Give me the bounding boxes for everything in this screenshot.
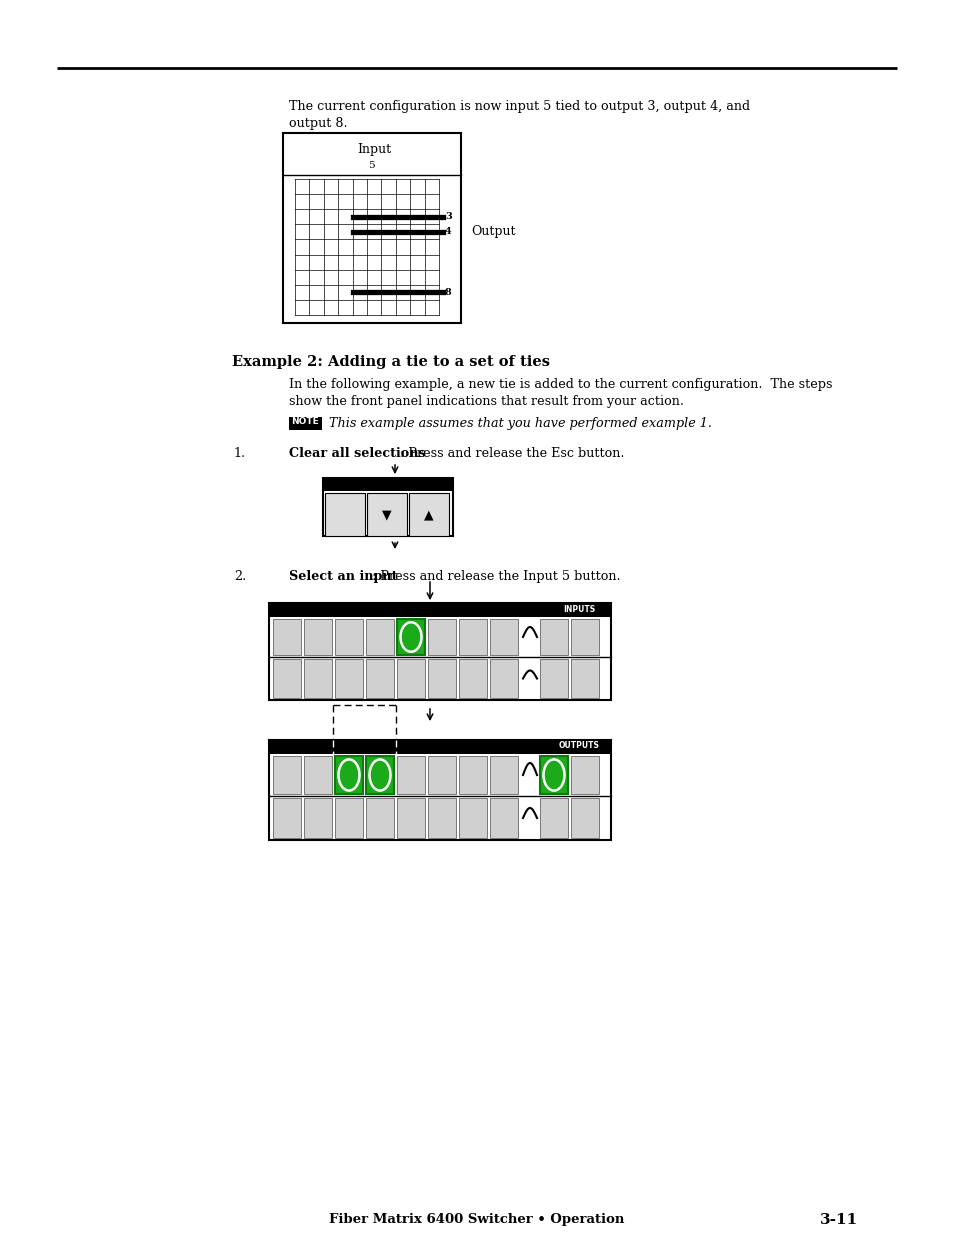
- Bar: [539, 756, 567, 794]
- Bar: [458, 659, 486, 698]
- Text: NOTE: NOTE: [291, 417, 318, 426]
- Bar: [366, 756, 394, 794]
- Bar: [273, 619, 301, 655]
- Bar: [323, 478, 453, 536]
- Bar: [269, 740, 610, 840]
- Bar: [273, 798, 301, 839]
- Text: Example 2: Adding a tie to a set of ties: Example 2: Adding a tie to a set of ties: [232, 354, 550, 369]
- Text: output 8.: output 8.: [289, 117, 347, 130]
- Bar: [304, 659, 332, 698]
- Bar: [269, 603, 610, 700]
- Bar: [396, 756, 424, 794]
- Text: INPUTS: INPUTS: [562, 604, 595, 614]
- Text: show the front panel indications that result from your action.: show the front panel indications that re…: [289, 395, 683, 408]
- Text: 1.: 1.: [233, 447, 246, 459]
- Bar: [428, 619, 456, 655]
- Bar: [428, 756, 456, 794]
- Text: Clear all selections: Clear all selections: [289, 447, 425, 459]
- Text: 4: 4: [444, 227, 452, 236]
- Bar: [273, 756, 301, 794]
- Bar: [366, 659, 394, 698]
- Bar: [335, 756, 363, 794]
- Text: Fiber Matrix 6400 Switcher • Operation: Fiber Matrix 6400 Switcher • Operation: [329, 1213, 624, 1226]
- Bar: [323, 478, 453, 492]
- Text: : Press and release the Esc button.: : Press and release the Esc button.: [399, 447, 624, 459]
- Text: Output: Output: [471, 225, 515, 238]
- Ellipse shape: [369, 760, 390, 790]
- Text: In the following example, a new tie is added to the current configuration.  The : In the following example, a new tie is a…: [289, 378, 832, 391]
- Text: 3-11: 3-11: [820, 1213, 858, 1228]
- Ellipse shape: [543, 760, 564, 790]
- Text: 2.: 2.: [233, 571, 246, 583]
- Text: 5: 5: [368, 161, 375, 170]
- Bar: [304, 619, 332, 655]
- Bar: [458, 756, 486, 794]
- Bar: [283, 133, 460, 324]
- Bar: [490, 619, 517, 655]
- Text: : Press and release the Input 5 button.: : Press and release the Input 5 button.: [372, 571, 620, 583]
- Bar: [490, 659, 517, 698]
- Ellipse shape: [400, 622, 421, 652]
- Bar: [366, 798, 394, 839]
- Bar: [409, 493, 449, 536]
- Bar: [458, 619, 486, 655]
- Bar: [490, 756, 517, 794]
- Text: The current configuration is now input 5 tied to output 3, output 4, and: The current configuration is now input 5…: [289, 100, 749, 112]
- Bar: [571, 756, 598, 794]
- Bar: [367, 493, 407, 536]
- Bar: [571, 659, 598, 698]
- Bar: [396, 659, 424, 698]
- Bar: [428, 798, 456, 839]
- Bar: [539, 798, 567, 839]
- Text: OUTPUTS: OUTPUTS: [558, 741, 599, 751]
- Bar: [325, 493, 365, 536]
- Text: Input: Input: [357, 143, 392, 156]
- Text: 3: 3: [444, 212, 452, 221]
- Text: ▼: ▼: [382, 508, 392, 521]
- Bar: [269, 740, 610, 755]
- Bar: [304, 756, 332, 794]
- Bar: [396, 798, 424, 839]
- Bar: [458, 798, 486, 839]
- Bar: [273, 659, 301, 698]
- Text: ▲: ▲: [424, 508, 434, 521]
- Bar: [289, 417, 322, 430]
- Bar: [335, 619, 363, 655]
- Bar: [539, 619, 567, 655]
- Bar: [396, 619, 424, 655]
- Bar: [335, 798, 363, 839]
- Bar: [366, 619, 394, 655]
- Bar: [335, 659, 363, 698]
- Bar: [269, 603, 610, 618]
- Bar: [428, 659, 456, 698]
- Bar: [571, 619, 598, 655]
- Bar: [304, 798, 332, 839]
- Ellipse shape: [338, 760, 359, 790]
- Bar: [539, 659, 567, 698]
- Bar: [490, 798, 517, 839]
- Text: 8: 8: [444, 288, 452, 296]
- Text: This example assumes that you have performed example 1.: This example assumes that you have perfo…: [329, 417, 711, 431]
- Bar: [571, 798, 598, 839]
- Text: Select an input: Select an input: [289, 571, 397, 583]
